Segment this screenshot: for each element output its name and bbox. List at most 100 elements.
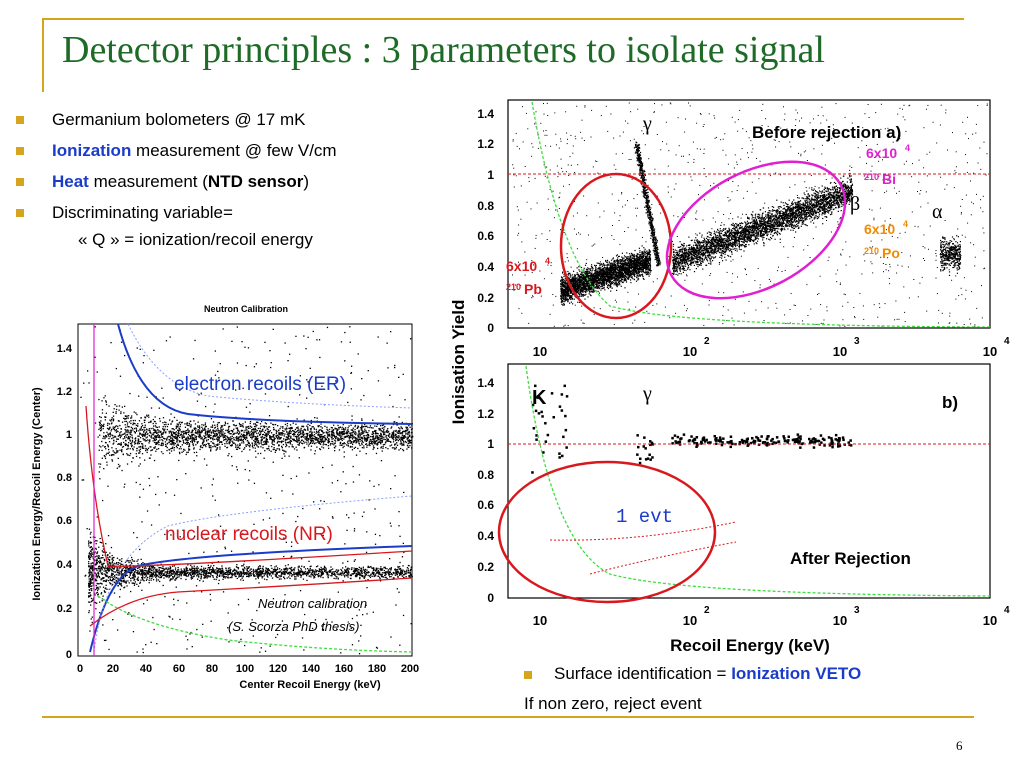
bullet-emphasis: Heat: [52, 172, 89, 191]
pb-label: 6x10 4 210 Pb: [506, 256, 550, 297]
top-ytick: 1.4: [477, 107, 494, 121]
surface-identification-note: Surface identification = Ionization VETO: [524, 664, 861, 684]
left-ytick: 0: [66, 649, 72, 661]
bottom-ytick: 0.6: [477, 498, 494, 512]
neutron-calibration-svg: Neutron Calibration 1.4 1.2 1 0.8 0.6 0.…: [31, 304, 419, 691]
bottom-band-upper: [549, 521, 737, 541]
top-ytick: 1: [487, 168, 494, 182]
pb-element: Pb: [524, 281, 542, 297]
top-ytick: 0.8: [477, 199, 494, 213]
left-ytick: 0.4: [57, 559, 73, 571]
bottom-xexp: 4: [1004, 605, 1010, 616]
bottom-panel-frame: [507, 363, 991, 599]
bi-exp: 4: [905, 143, 910, 153]
left-ytick: 0.6: [57, 515, 72, 527]
top-panel-title: Before rejection a): [752, 123, 901, 142]
top-xexp: 3: [854, 336, 860, 347]
left-ytick: 1: [66, 429, 72, 441]
left-plot-title: Neutron Calibration: [204, 304, 288, 314]
alpha-label: α: [932, 201, 943, 223]
bullet-bold: NTD sensor: [207, 172, 304, 191]
bi-element: Bi: [882, 171, 896, 187]
bottom-xexp: 2: [704, 605, 710, 616]
top-xexp: 4: [1004, 336, 1010, 347]
left-xtick: 140: [302, 663, 320, 675]
bottom-ytick: 1.4: [477, 376, 494, 390]
top-xtick: 10: [983, 344, 997, 359]
bullet-item: Heat measurement (NTD sensor): [12, 170, 337, 201]
po-element: Po: [882, 245, 900, 261]
page-number: 6: [956, 738, 963, 753]
top-scatter-points: [512, 102, 988, 327]
bullet-text: ): [303, 172, 309, 191]
bottom-xtick: 10: [983, 613, 997, 628]
top-yticks: 1.4 1.2 1 0.8 0.6 0.4 0.2 0: [477, 107, 494, 335]
top-xticks: 10 10 10 10: [533, 344, 997, 359]
left-ytick: 0.8: [57, 472, 72, 484]
bullet-item: Discriminating variable=: [12, 201, 337, 232]
bottom-xtick: 10: [533, 613, 547, 628]
top-ytick: 1.2: [477, 137, 494, 151]
bottom-gamma-label: γ: [642, 383, 652, 405]
left-ytick: 0.2: [57, 603, 72, 615]
left-xtick: 20: [107, 663, 119, 675]
bullet-item: Ionization measurement @ few V/cm: [12, 139, 337, 170]
nr-band-lower-curve: [89, 577, 413, 627]
bottom-xexp: 3: [854, 605, 860, 616]
pb-exp: 4: [545, 256, 550, 266]
er-label: electron recoils (ER): [174, 374, 347, 395]
sub-bullet: « Q » = ionization/recoil energy: [78, 230, 313, 249]
slide-title: Detector principles : 3 parameters to is…: [62, 29, 825, 71]
top-ytick: 0.6: [477, 229, 494, 243]
frame-bottom-rule: [42, 716, 974, 718]
top-xtick: 10: [683, 344, 697, 359]
bullet-marker: [16, 116, 24, 124]
po-exp: 4: [903, 219, 908, 229]
er-band-upper-curve: [117, 323, 413, 425]
left-plot-frame: [77, 323, 413, 657]
bottom-xtick: 10: [833, 613, 847, 628]
after-rejection-label: After Rejection: [790, 549, 911, 568]
bottom-xexps: 2 3 4: [704, 605, 1010, 616]
bullet-marker: [524, 670, 532, 679]
threshold-curve: [97, 595, 413, 653]
neutron-calibration-plot: Neutron Calibration 1.4 1.2 1 0.8 0.6 0.…: [28, 296, 424, 694]
left-caption-1: Neutron calibration: [258, 596, 368, 611]
left-xtick: 120: [269, 663, 287, 675]
bottom-ytick: 1.2: [477, 407, 494, 421]
top-xtick: 10: [833, 344, 847, 359]
er-band-dotted-lower: [93, 495, 413, 653]
bottom-xtick: 10: [683, 613, 697, 628]
note-text: Surface identification =: [554, 664, 732, 683]
bottom-xticks: 10 10 10 10: [533, 613, 997, 628]
er-band-dotted-upper: [127, 323, 413, 409]
bi-count: 6x10: [866, 145, 897, 161]
top-xtick: 10: [533, 344, 547, 359]
nr-label: nuclear recoils (NR): [165, 524, 333, 545]
bottom-band-lower: [589, 541, 737, 575]
po-iso: 210: [864, 246, 879, 256]
left-ytick: 1.2: [57, 386, 72, 398]
top-xexp: 2: [704, 336, 710, 347]
bottom-panel-title: b): [942, 393, 958, 412]
left-xtick: 40: [140, 663, 152, 675]
one-event-ellipse: [497, 460, 717, 604]
bottom-threshold-curve: [525, 365, 991, 597]
bi-ellipse: [665, 160, 847, 300]
bi-label: 6x10 4 210 Bi: [864, 143, 910, 187]
bottom-k-label: K: [532, 387, 547, 409]
left-xlabel: Center Recoil Energy (keV): [239, 679, 381, 691]
gamma-label: γ: [642, 113, 652, 135]
bullet-text: measurement (: [88, 172, 208, 191]
left-xtick: 200: [401, 663, 419, 675]
left-xtick: 80: [206, 663, 218, 675]
top-xexps: 2 3 4: [704, 336, 1010, 347]
left-ylabel: Ionization Energy/Recoil Energy (Center): [31, 387, 43, 601]
po-label: 6x10 4 210 Po: [864, 219, 908, 261]
bullet-list: Germanium bolometers @ 17 mK Ionization …: [12, 108, 337, 232]
frame-top-rule: [42, 18, 964, 20]
one-event-label: 1 evt: [616, 506, 673, 528]
top-ytick: 0.4: [477, 260, 494, 274]
left-caption-2: (S. Scorza PhD thesis): [228, 619, 360, 634]
pb-count: 6x10: [506, 258, 537, 274]
